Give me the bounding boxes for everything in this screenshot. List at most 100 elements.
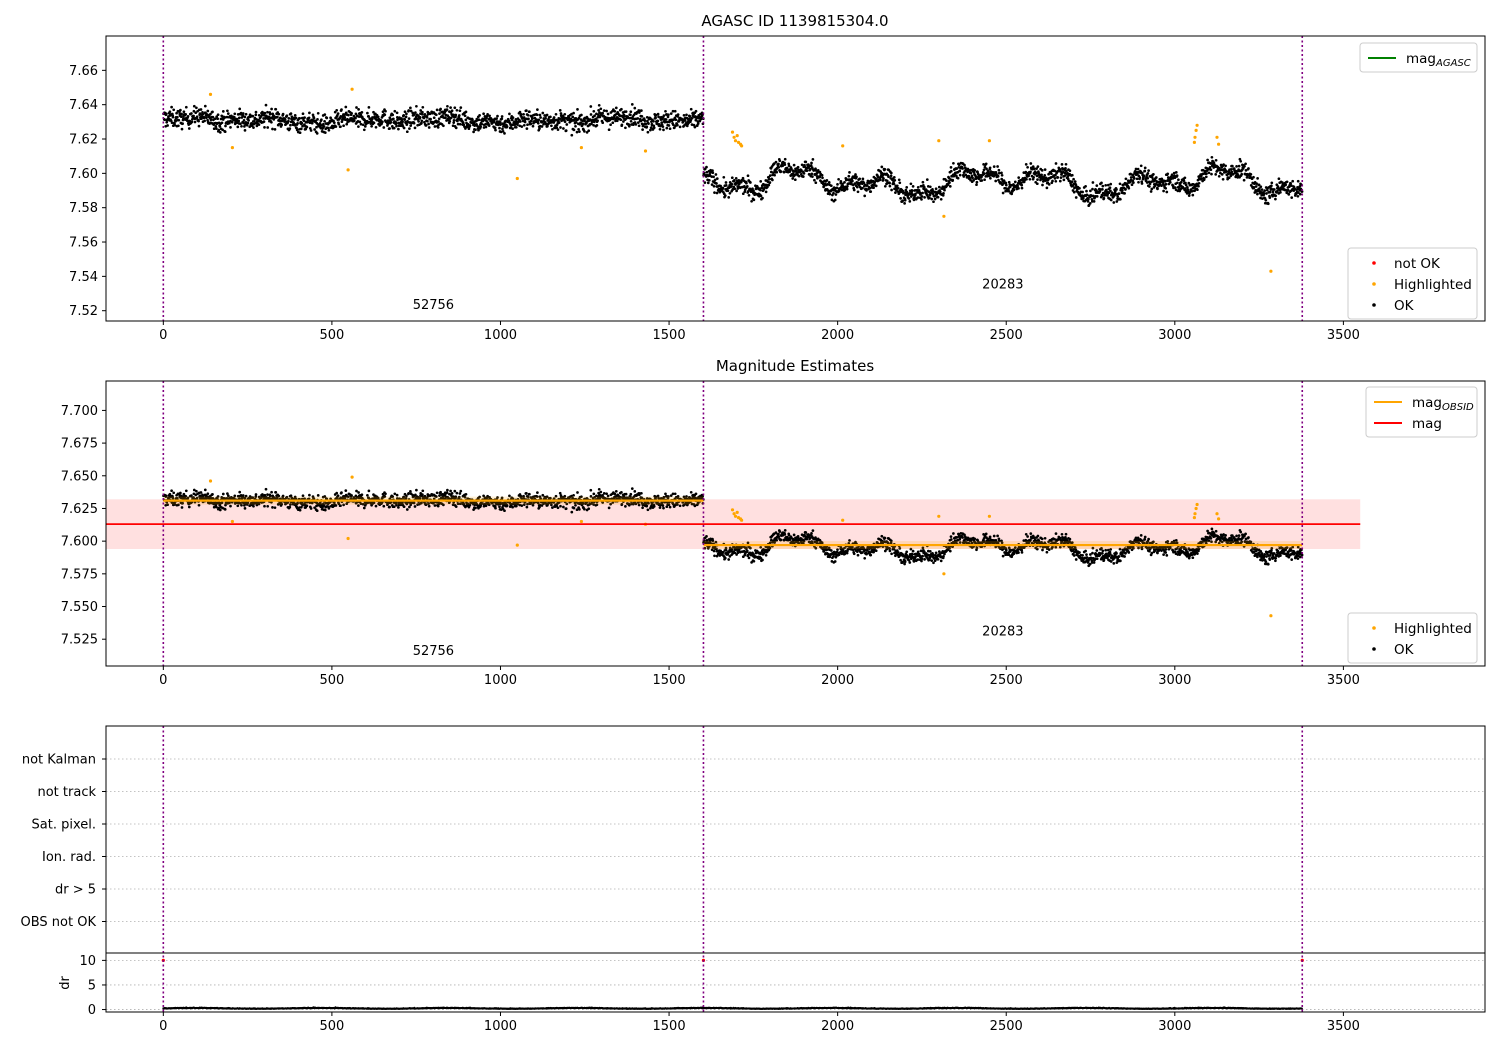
data-point bbox=[172, 108, 176, 112]
data-point bbox=[203, 119, 206, 123]
data-point bbox=[270, 120, 273, 124]
data-point bbox=[759, 194, 763, 198]
data-point bbox=[1229, 168, 1233, 171]
data-point bbox=[439, 490, 442, 494]
data-point bbox=[287, 119, 290, 123]
data-point bbox=[1205, 172, 1208, 175]
data-point bbox=[949, 169, 953, 173]
data-point bbox=[902, 191, 906, 194]
data-point bbox=[339, 114, 343, 118]
data-point bbox=[376, 115, 380, 119]
data-point bbox=[374, 504, 378, 508]
data-point bbox=[187, 127, 191, 130]
data-point bbox=[226, 109, 229, 113]
data-point bbox=[1164, 186, 1168, 190]
data-point bbox=[1208, 165, 1212, 169]
data-point bbox=[554, 112, 558, 116]
data-point bbox=[563, 120, 567, 124]
data-point bbox=[186, 115, 190, 118]
data-point bbox=[820, 173, 824, 177]
data-point bbox=[1137, 180, 1140, 184]
data-point bbox=[1117, 192, 1121, 195]
data-point bbox=[552, 116, 556, 119]
data-point bbox=[581, 119, 584, 123]
legend-label: OK bbox=[1394, 298, 1415, 314]
data-point bbox=[474, 506, 477, 510]
data-point bbox=[446, 488, 449, 492]
data-point bbox=[1058, 179, 1062, 183]
data-point bbox=[421, 110, 424, 114]
data-point bbox=[861, 186, 864, 190]
x-tick-label: 500 bbox=[319, 328, 344, 343]
data-point bbox=[1024, 163, 1028, 166]
data-point bbox=[254, 110, 258, 114]
data-point bbox=[615, 119, 619, 123]
data-point bbox=[411, 111, 415, 115]
data-point bbox=[597, 487, 601, 491]
x-tick-label: 2500 bbox=[990, 328, 1023, 343]
data-point bbox=[578, 130, 581, 133]
data-point bbox=[366, 111, 369, 115]
data-point bbox=[1036, 165, 1040, 168]
data-point bbox=[732, 135, 736, 139]
data-point bbox=[350, 112, 353, 115]
data-point bbox=[452, 121, 456, 124]
data-point bbox=[529, 119, 533, 123]
data-point bbox=[752, 559, 756, 563]
data-point bbox=[872, 186, 875, 190]
data-point bbox=[715, 177, 719, 180]
data-point bbox=[730, 176, 734, 180]
data-point bbox=[215, 127, 218, 130]
data-point bbox=[1247, 167, 1250, 170]
data-point bbox=[705, 165, 708, 169]
data-point bbox=[814, 181, 818, 185]
data-point bbox=[500, 117, 504, 121]
data-point bbox=[1088, 202, 1092, 205]
data-point bbox=[761, 558, 764, 562]
data-point bbox=[309, 129, 313, 132]
data-point bbox=[1252, 175, 1255, 179]
data-point bbox=[450, 492, 454, 495]
data-point bbox=[302, 119, 306, 123]
data-point bbox=[801, 175, 805, 178]
data-point bbox=[455, 491, 459, 495]
data-point bbox=[325, 116, 329, 120]
data-point bbox=[729, 185, 733, 188]
data-point bbox=[763, 186, 766, 189]
data-point bbox=[883, 184, 887, 188]
data-point bbox=[345, 122, 349, 126]
data-point bbox=[413, 113, 416, 116]
data-point bbox=[394, 122, 398, 126]
data-point bbox=[1210, 155, 1214, 159]
data-point bbox=[1192, 140, 1196, 144]
data-point bbox=[388, 505, 391, 509]
data-point bbox=[332, 121, 336, 125]
data-point bbox=[1123, 192, 1126, 195]
data-point bbox=[526, 113, 530, 117]
data-point bbox=[211, 110, 214, 114]
data-point bbox=[357, 125, 360, 128]
data-point bbox=[669, 112, 673, 115]
data-point bbox=[243, 115, 247, 119]
data-point bbox=[667, 124, 671, 127]
data-point bbox=[783, 163, 787, 166]
data-point bbox=[733, 187, 737, 191]
data-point bbox=[1194, 128, 1198, 132]
data-point bbox=[172, 491, 176, 495]
data-point bbox=[486, 112, 489, 116]
x-tick-label: 1000 bbox=[484, 328, 517, 343]
data-point bbox=[238, 107, 242, 111]
data-point bbox=[583, 507, 586, 511]
data-point bbox=[576, 491, 579, 494]
data-point bbox=[224, 124, 227, 128]
data-point bbox=[660, 121, 664, 124]
data-point bbox=[764, 190, 768, 194]
data-point bbox=[980, 179, 984, 182]
data-point bbox=[676, 123, 679, 127]
data-point bbox=[218, 131, 222, 134]
data-point bbox=[487, 124, 491, 127]
data-point bbox=[746, 174, 750, 178]
data-point bbox=[434, 113, 438, 117]
data-point bbox=[682, 113, 686, 117]
data-point bbox=[1210, 172, 1213, 176]
